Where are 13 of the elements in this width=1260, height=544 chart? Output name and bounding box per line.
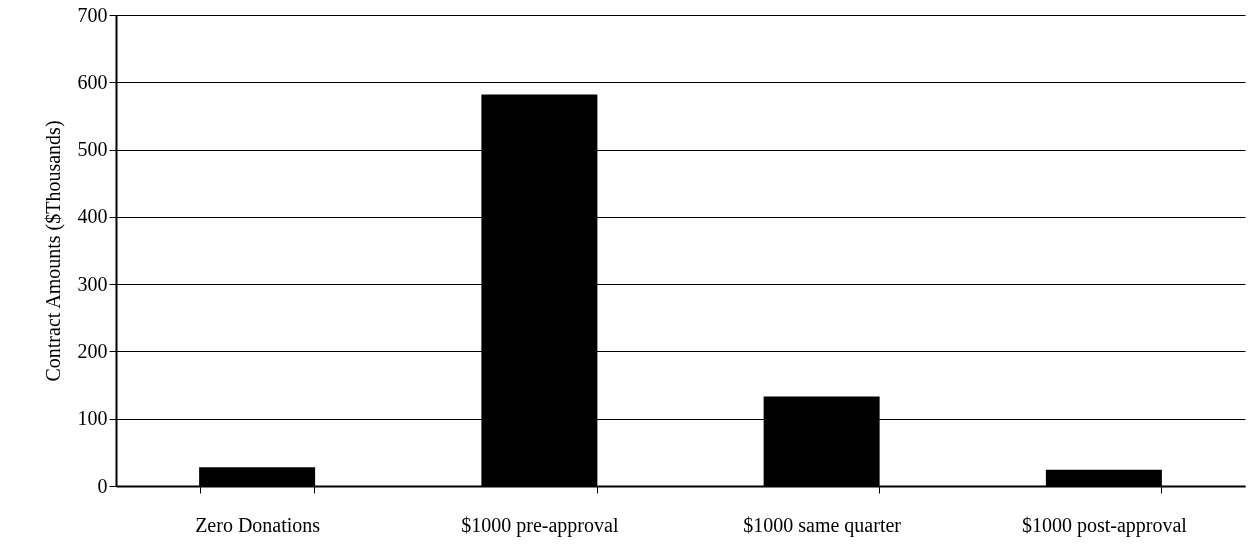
- y-tick-label: 500: [77, 138, 108, 161]
- x-tick-label: $1000 same quarter: [743, 513, 902, 537]
- y-tick-label: 400: [77, 205, 108, 228]
- y-tick-label: 100: [77, 407, 108, 430]
- x-tick-label: $1000 pre-approval: [461, 513, 619, 537]
- x-tick-label: $1000 post-approval: [1021, 513, 1188, 537]
- y-tick-label: 300: [77, 272, 108, 295]
- y-tick-label: 600: [77, 70, 108, 93]
- y-tick-label: 700: [77, 3, 108, 26]
- y-tick-label: 200: [77, 339, 108, 362]
- y-tick-label: 0: [97, 474, 108, 497]
- x-tick-label: Zero Donations: [195, 513, 321, 536]
- y-axis-title: Contract Amounts ($Thousands): [41, 120, 65, 382]
